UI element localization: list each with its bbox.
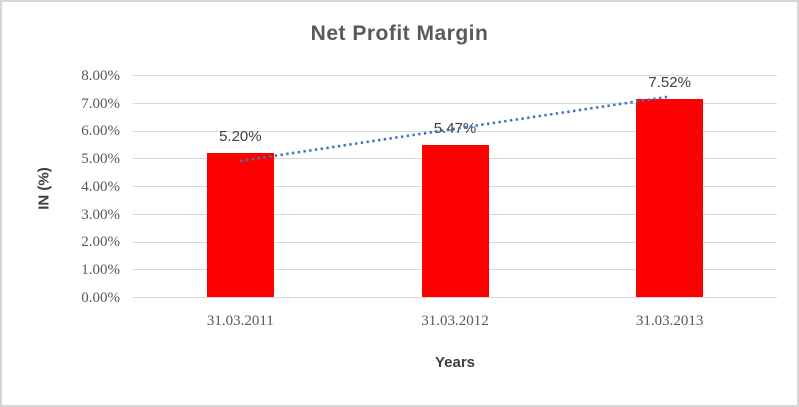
bar-group-2011: 5.20% bbox=[133, 75, 348, 297]
y-tick-label: 3.00% bbox=[81, 207, 120, 223]
x-tick-label-2013: 31.03.2013 bbox=[635, 313, 704, 329]
y-axis-title: IN (%) bbox=[35, 167, 53, 210]
y-tick-label: 0.00% bbox=[81, 290, 120, 306]
y-tick-label: 5.00% bbox=[81, 151, 120, 167]
y-tick-label: 6.00% bbox=[81, 123, 120, 139]
bar-group-2012: 5.47% bbox=[348, 75, 563, 297]
plot-area: 5.20% 5.47% 7.52% bbox=[133, 75, 777, 298]
bar-value-label: 5.47% bbox=[433, 120, 477, 138]
bar-group-2013: 7.52% bbox=[562, 75, 777, 297]
bar-value-label: 5.20% bbox=[219, 127, 262, 145]
y-tick-label: 1.00% bbox=[81, 262, 120, 278]
y-tick-label: 2.00% bbox=[81, 234, 120, 250]
gridline bbox=[133, 297, 777, 298]
bar-2012[interactable] bbox=[421, 145, 489, 297]
bar-2013[interactable] bbox=[636, 99, 704, 297]
x-axis-title: Years bbox=[434, 354, 476, 371]
bar-series: 5.20% 5.47% 7.52% bbox=[133, 75, 777, 297]
bar-2011[interactable] bbox=[206, 152, 274, 297]
x-tick-label-2011: 31.03.2011 bbox=[206, 313, 274, 329]
x-axis-tick-labels: 31.03.2011 31.03.2012 31.03.2013 bbox=[133, 313, 777, 330]
y-tick-label: 8.00% bbox=[81, 68, 120, 84]
y-tick-label: 4.00% bbox=[81, 179, 120, 195]
gridline bbox=[133, 75, 777, 76]
y-tick-label: 7.00% bbox=[81, 96, 120, 112]
bar-value-label: 7.52% bbox=[648, 74, 691, 91]
x-tick-label-2012: 31.03.2012 bbox=[421, 313, 489, 329]
chart-title: Net Profit Margin bbox=[310, 22, 489, 45]
